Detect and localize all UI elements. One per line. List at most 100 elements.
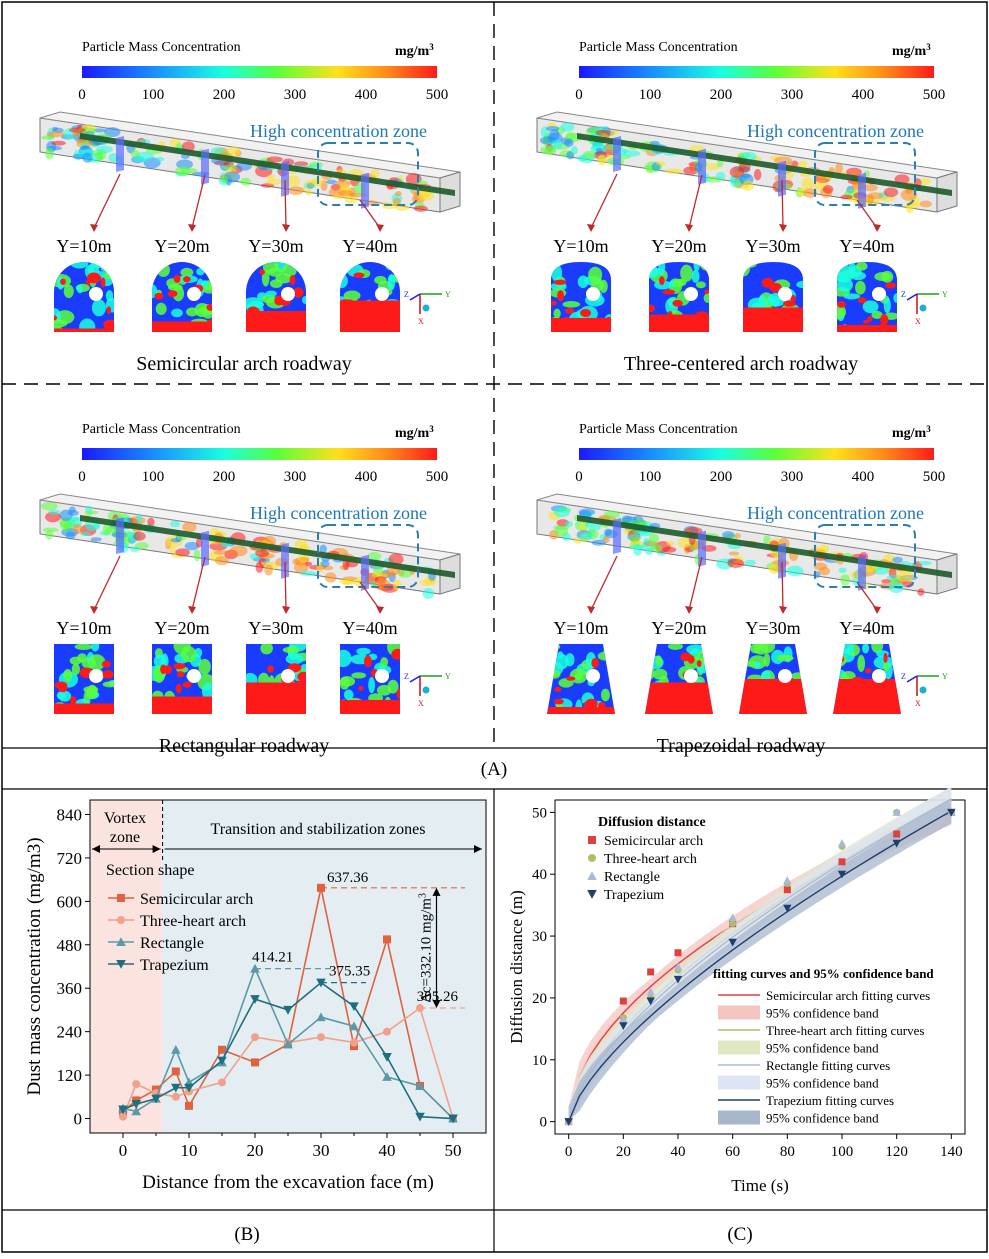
fit-legend-label: 95% confidence band <box>766 1111 879 1126</box>
section-blob <box>843 293 861 300</box>
annotation-label: 375.35 <box>329 964 370 980</box>
pointer-arrow <box>284 561 287 611</box>
dust-particle <box>320 560 330 568</box>
data-point <box>728 938 737 947</box>
colorbar-tick: 0 <box>575 469 583 485</box>
section-red-layer <box>340 300 400 332</box>
dust-particle <box>184 541 199 551</box>
section-blob <box>856 262 868 271</box>
legend-unit: mg/m3 <box>892 424 931 441</box>
legend-title: Section shape <box>106 862 194 879</box>
dust-particle <box>603 510 620 519</box>
section-hotspot <box>182 681 192 688</box>
section-plane <box>613 136 621 172</box>
section-hotspot <box>160 664 167 675</box>
dust-particle <box>85 510 99 515</box>
section-plane <box>858 554 866 591</box>
dust-particle <box>136 513 143 524</box>
dust-particle <box>878 196 896 202</box>
data-point <box>729 920 737 928</box>
section-duct-hole <box>684 669 698 683</box>
section-blob <box>857 654 866 673</box>
fit-legend-label: Trapezium fitting curves <box>766 1093 894 1108</box>
section-blob <box>862 300 879 314</box>
section-blob <box>198 658 211 675</box>
section-blob <box>776 654 794 662</box>
data-point <box>783 886 791 894</box>
section-label: Y=10m <box>553 618 608 638</box>
transition-label: Transition and stabilization zones <box>211 821 426 838</box>
dust-particle <box>394 191 402 197</box>
section-blob <box>883 661 890 672</box>
pointer-arrow <box>284 179 287 229</box>
axis-origin-ball <box>422 686 430 694</box>
section-blob <box>100 262 114 273</box>
data-point <box>251 1033 259 1042</box>
pointer-arrowhead <box>685 224 693 232</box>
section-hotspot <box>672 299 683 307</box>
dust-particle <box>72 523 83 534</box>
section-red-layer <box>246 682 306 714</box>
dust-particle <box>195 537 203 548</box>
dust-particle <box>42 527 59 533</box>
section-blob <box>843 644 854 655</box>
dust-particle <box>919 200 932 208</box>
section-blob <box>761 670 771 681</box>
legend-title: Particle Mass Concentration <box>82 422 241 437</box>
section-blob <box>285 653 304 665</box>
axis-origin-ball <box>919 686 927 694</box>
section-label: Y=10m <box>56 618 111 638</box>
section-hotspot <box>292 287 304 298</box>
dust-particle <box>297 554 310 562</box>
dust-particle <box>287 186 304 196</box>
dust-particle <box>797 160 808 169</box>
dust-particle <box>917 588 925 596</box>
data-point <box>218 1078 226 1087</box>
dust-particle <box>40 502 58 511</box>
dust-particle <box>896 570 914 583</box>
dust-particle <box>82 152 93 163</box>
transition-zone-bg <box>162 800 486 1133</box>
section-hotspot <box>54 315 58 321</box>
section-blob <box>871 644 884 654</box>
section-blob <box>753 644 769 655</box>
data-point <box>892 808 901 816</box>
dust-particle <box>398 569 413 578</box>
section-blob <box>343 290 361 301</box>
cross-section <box>340 262 400 332</box>
data-point <box>171 1083 181 1093</box>
section-label: Y=40m <box>342 618 397 638</box>
section-blob <box>102 681 114 688</box>
section-blob <box>340 676 356 687</box>
section-hotspot <box>591 658 599 668</box>
section-red-layer <box>547 707 615 714</box>
section-blob <box>848 262 856 277</box>
pointer-arrow <box>191 556 206 611</box>
pointer-arrow <box>359 581 381 611</box>
fit-legend-band <box>718 1005 760 1020</box>
dust-particle <box>591 539 607 546</box>
data-point <box>184 1083 194 1093</box>
section-blob <box>340 649 352 668</box>
cross-section <box>340 644 400 714</box>
cross-section <box>833 644 901 714</box>
colorbar-tick: 300 <box>284 87 307 103</box>
section-blob <box>796 280 803 289</box>
pointer-arrow <box>856 581 878 611</box>
legend-label: Semicircular arch <box>140 891 253 908</box>
colorbar-tick: 300 <box>284 469 307 485</box>
section-content <box>551 264 611 332</box>
data-point <box>619 997 627 1005</box>
vortex-arrowhead-right <box>152 845 161 853</box>
legend-unit: mg/m3 <box>395 424 434 441</box>
data-point <box>316 1012 326 1022</box>
section-blob <box>384 262 396 271</box>
dust-particle <box>48 509 61 515</box>
pointer-arrowhead <box>779 606 787 614</box>
section-red-layer <box>152 696 212 714</box>
data-point <box>185 1101 193 1110</box>
section-blob <box>54 319 68 328</box>
section-blob <box>743 262 757 269</box>
section-plane <box>201 148 209 185</box>
